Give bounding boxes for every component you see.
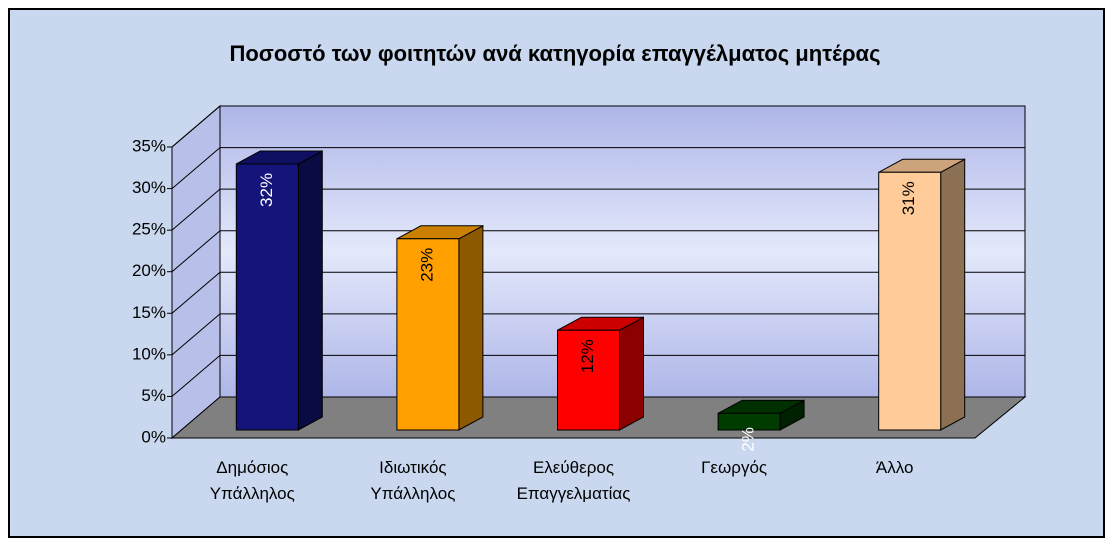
- x-tick-label: Άλλο: [875, 458, 914, 477]
- y-tick-label: 20%: [132, 261, 166, 280]
- bar-side: [619, 316, 644, 431]
- grid-line: [171, 188, 1025, 231]
- value-label: 23%: [417, 248, 436, 282]
- y-tick-label: 30%: [132, 178, 166, 197]
- grid-line: [171, 271, 1025, 314]
- x-tick-label: Γεωργός: [701, 458, 768, 477]
- y-tick-label: 15%: [132, 303, 166, 322]
- bar: [235, 163, 299, 431]
- bar: [878, 171, 942, 431]
- bar-side: [940, 158, 966, 431]
- x-tick-label: Ελεύθερος Επαγγελματίας: [516, 458, 631, 503]
- grid-line: [171, 313, 1025, 356]
- grid-line: [171, 147, 1025, 189]
- grid-line: [171, 354, 1025, 397]
- value-label: 2%: [739, 427, 758, 452]
- value-label: 32%: [257, 173, 276, 207]
- value-label: 12%: [578, 339, 597, 373]
- bar-side: [297, 150, 323, 431]
- grid-line: [171, 230, 1025, 273]
- value-label: 31%: [899, 181, 918, 215]
- side-wall: [171, 104, 221, 440]
- chart-title: Ποσοστό των φοιτητών ανά κατηγορία επαγγ…: [229, 41, 880, 66]
- bar: [557, 329, 620, 431]
- y-tick-label: 35%: [132, 136, 166, 155]
- bar-side: [458, 224, 484, 431]
- x-tick-label: Ιδιωτικός Υπάλληλος: [370, 458, 456, 503]
- x-tick-label: Δημόσιος Υπάλληλος: [209, 458, 295, 503]
- grid-line: [171, 105, 1025, 148]
- y-tick-label: 25%: [132, 220, 166, 239]
- bar: [717, 412, 781, 431]
- y-tick-label: 0%: [141, 427, 166, 446]
- y-tick-label: 10%: [132, 344, 166, 363]
- y-tick-label: 5%: [141, 386, 166, 405]
- bar: [396, 238, 460, 431]
